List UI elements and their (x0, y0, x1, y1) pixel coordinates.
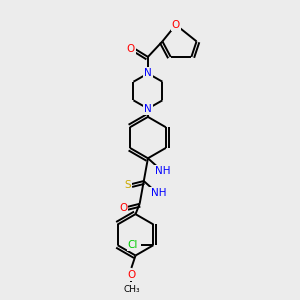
Text: O: O (119, 203, 127, 213)
Text: N: N (144, 103, 152, 114)
Text: N: N (144, 68, 152, 78)
Text: O: O (172, 20, 180, 30)
Text: S: S (124, 180, 130, 190)
Text: O: O (127, 270, 136, 280)
Text: NH: NH (155, 166, 170, 176)
Text: O: O (126, 44, 134, 54)
Text: Cl: Cl (128, 240, 138, 250)
Text: NH: NH (151, 188, 166, 198)
Text: CH₃: CH₃ (123, 285, 140, 294)
